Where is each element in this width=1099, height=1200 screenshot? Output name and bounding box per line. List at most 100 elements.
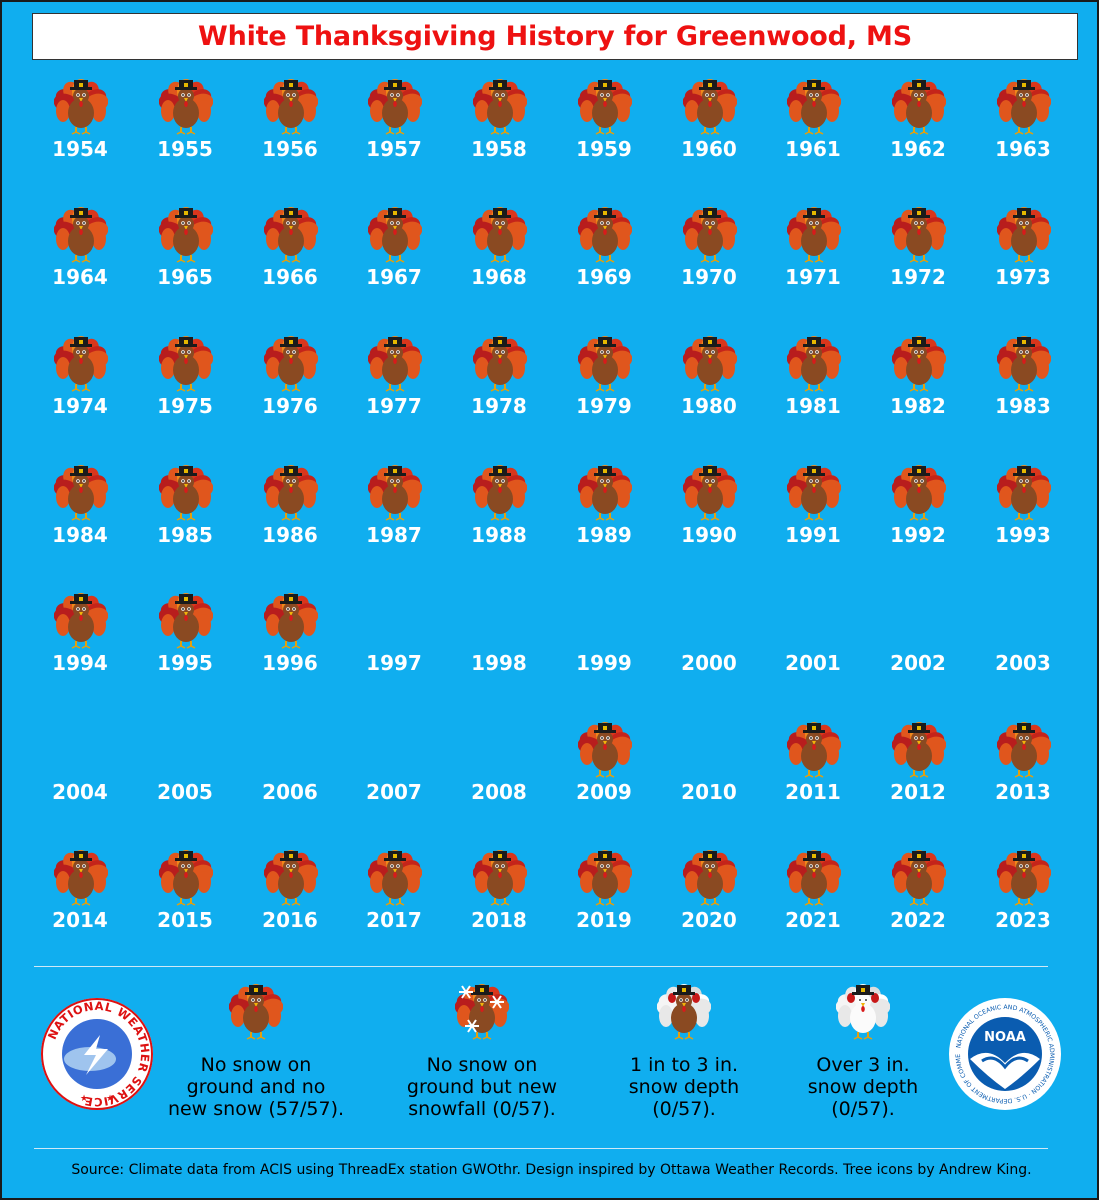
turkey-icon-wrapper [786,205,842,263]
year-label: 2008 [471,780,527,804]
year-cell: 2013 [971,720,1075,848]
turkey-icon [158,465,214,521]
year-label: 1962 [890,137,946,161]
year-cell: 1976 [238,334,342,462]
year-cell: 2009 [552,720,656,848]
year-cell: 1959 [552,77,656,205]
year-cell: 1956 [238,77,342,205]
turkey-icon [996,722,1052,778]
turkey-icon [367,336,423,392]
turkey-icon [53,593,109,649]
turkey-icon-wrapper [682,463,738,521]
turkey-icon-wrapper [158,591,214,649]
turkey-icon-wrapper [786,720,842,778]
turkey-icon [367,850,423,906]
turkey-icon [996,336,1052,392]
turkey-icon-wrapper [263,205,319,263]
turkey-icon [682,850,738,906]
turkey-icon [786,722,842,778]
svg-text:★: ★ [80,1093,88,1103]
turkey-icon-wrapper [682,334,738,392]
year-cell: 1964 [28,205,132,333]
year-cell: 1989 [552,463,656,591]
legend-label: Over 3 in. snow depth (0/57). [807,1054,919,1120]
year-cell: 1973 [971,205,1075,333]
turkey-icon-wrapper [682,848,738,906]
year-cell: 1992 [866,463,970,591]
year-label: 2023 [995,908,1051,932]
turkey-icon-wrapper [158,334,214,392]
turkey-snowflakes-icon [454,984,510,1040]
turkey-icon [53,336,109,392]
year-cell: 1958 [447,77,551,205]
turkey-icon [577,336,633,392]
turkey-icon-wrapper [996,848,1052,906]
turkey-icon-wrapper [53,205,109,263]
turkey-icon-wrapper [577,334,633,392]
year-cell: 2005 [133,720,237,848]
turkey-icon [786,336,842,392]
turkey-icon-wrapper [367,205,423,263]
year-cell: 1978 [447,334,551,462]
turkey-icon-wrapper [786,463,842,521]
turkey-icon [682,336,738,392]
year-cell: 2010 [657,720,761,848]
year-label: 1976 [262,394,318,418]
year-cell: 2019 [552,848,656,976]
year-label: 1965 [157,265,213,289]
year-cell: 1982 [866,334,970,462]
turkey-icon [53,465,109,521]
turkey-icon [682,79,738,135]
year-label: 2019 [576,908,632,932]
turkey-icon [996,465,1052,521]
year-label: 1997 [366,651,422,675]
turkey-icon [577,850,633,906]
turkey-icon-wrapper [996,463,1052,521]
divider-top [34,966,1048,967]
year-label: 2016 [262,908,318,932]
year-label: 1961 [785,137,841,161]
year-label: 2011 [785,780,841,804]
year-cell: 1994 [28,591,132,719]
year-label: 1981 [785,394,841,418]
turkey-icon-wrapper [786,848,842,906]
turkey-icon-wrapper [263,77,319,135]
turkey-light-snow-icon [656,984,712,1040]
year-cell: 2021 [761,848,865,976]
turkey-icon [891,850,947,906]
turkey-heavy-snow-icon [835,984,891,1040]
year-cell: 1983 [971,334,1075,462]
year-label: 1987 [366,523,422,547]
year-cell: 2022 [866,848,970,976]
year-label: 1999 [576,651,632,675]
turkey-icon-wrapper [53,77,109,135]
turkey-icon [367,79,423,135]
source-note: Source: Climate data from ACIS using Thr… [71,1162,1032,1178]
year-cell: 1997 [342,591,446,719]
turkey-icon-wrapper [158,463,214,521]
year-label: 1972 [890,265,946,289]
turkey-icon [786,465,842,521]
year-cell: 2018 [447,848,551,976]
year-cell: 1970 [657,205,761,333]
turkey-icon-wrapper [577,720,633,778]
turkey-icon [996,850,1052,906]
nws-logo-icon: NATIONAL WEATHER SERVICE ★ ★ [41,998,153,1110]
year-label: 1970 [681,265,737,289]
year-cell: 1974 [28,334,132,462]
year-cell: 1971 [761,205,865,333]
year-label: 1982 [890,394,946,418]
turkey-icon-wrapper [682,77,738,135]
turkey-icon [577,722,633,778]
year-label: 1974 [52,394,108,418]
year-cell: 1988 [447,463,551,591]
year-cell: 2006 [238,720,342,848]
year-label: 2018 [471,908,527,932]
turkey-icon-wrapper [891,334,947,392]
title-box: White Thanksgiving History for Greenwood… [32,13,1078,60]
year-label: 1971 [785,265,841,289]
year-label: 1992 [890,523,946,547]
year-label: 1956 [262,137,318,161]
year-cell: 2017 [342,848,446,976]
